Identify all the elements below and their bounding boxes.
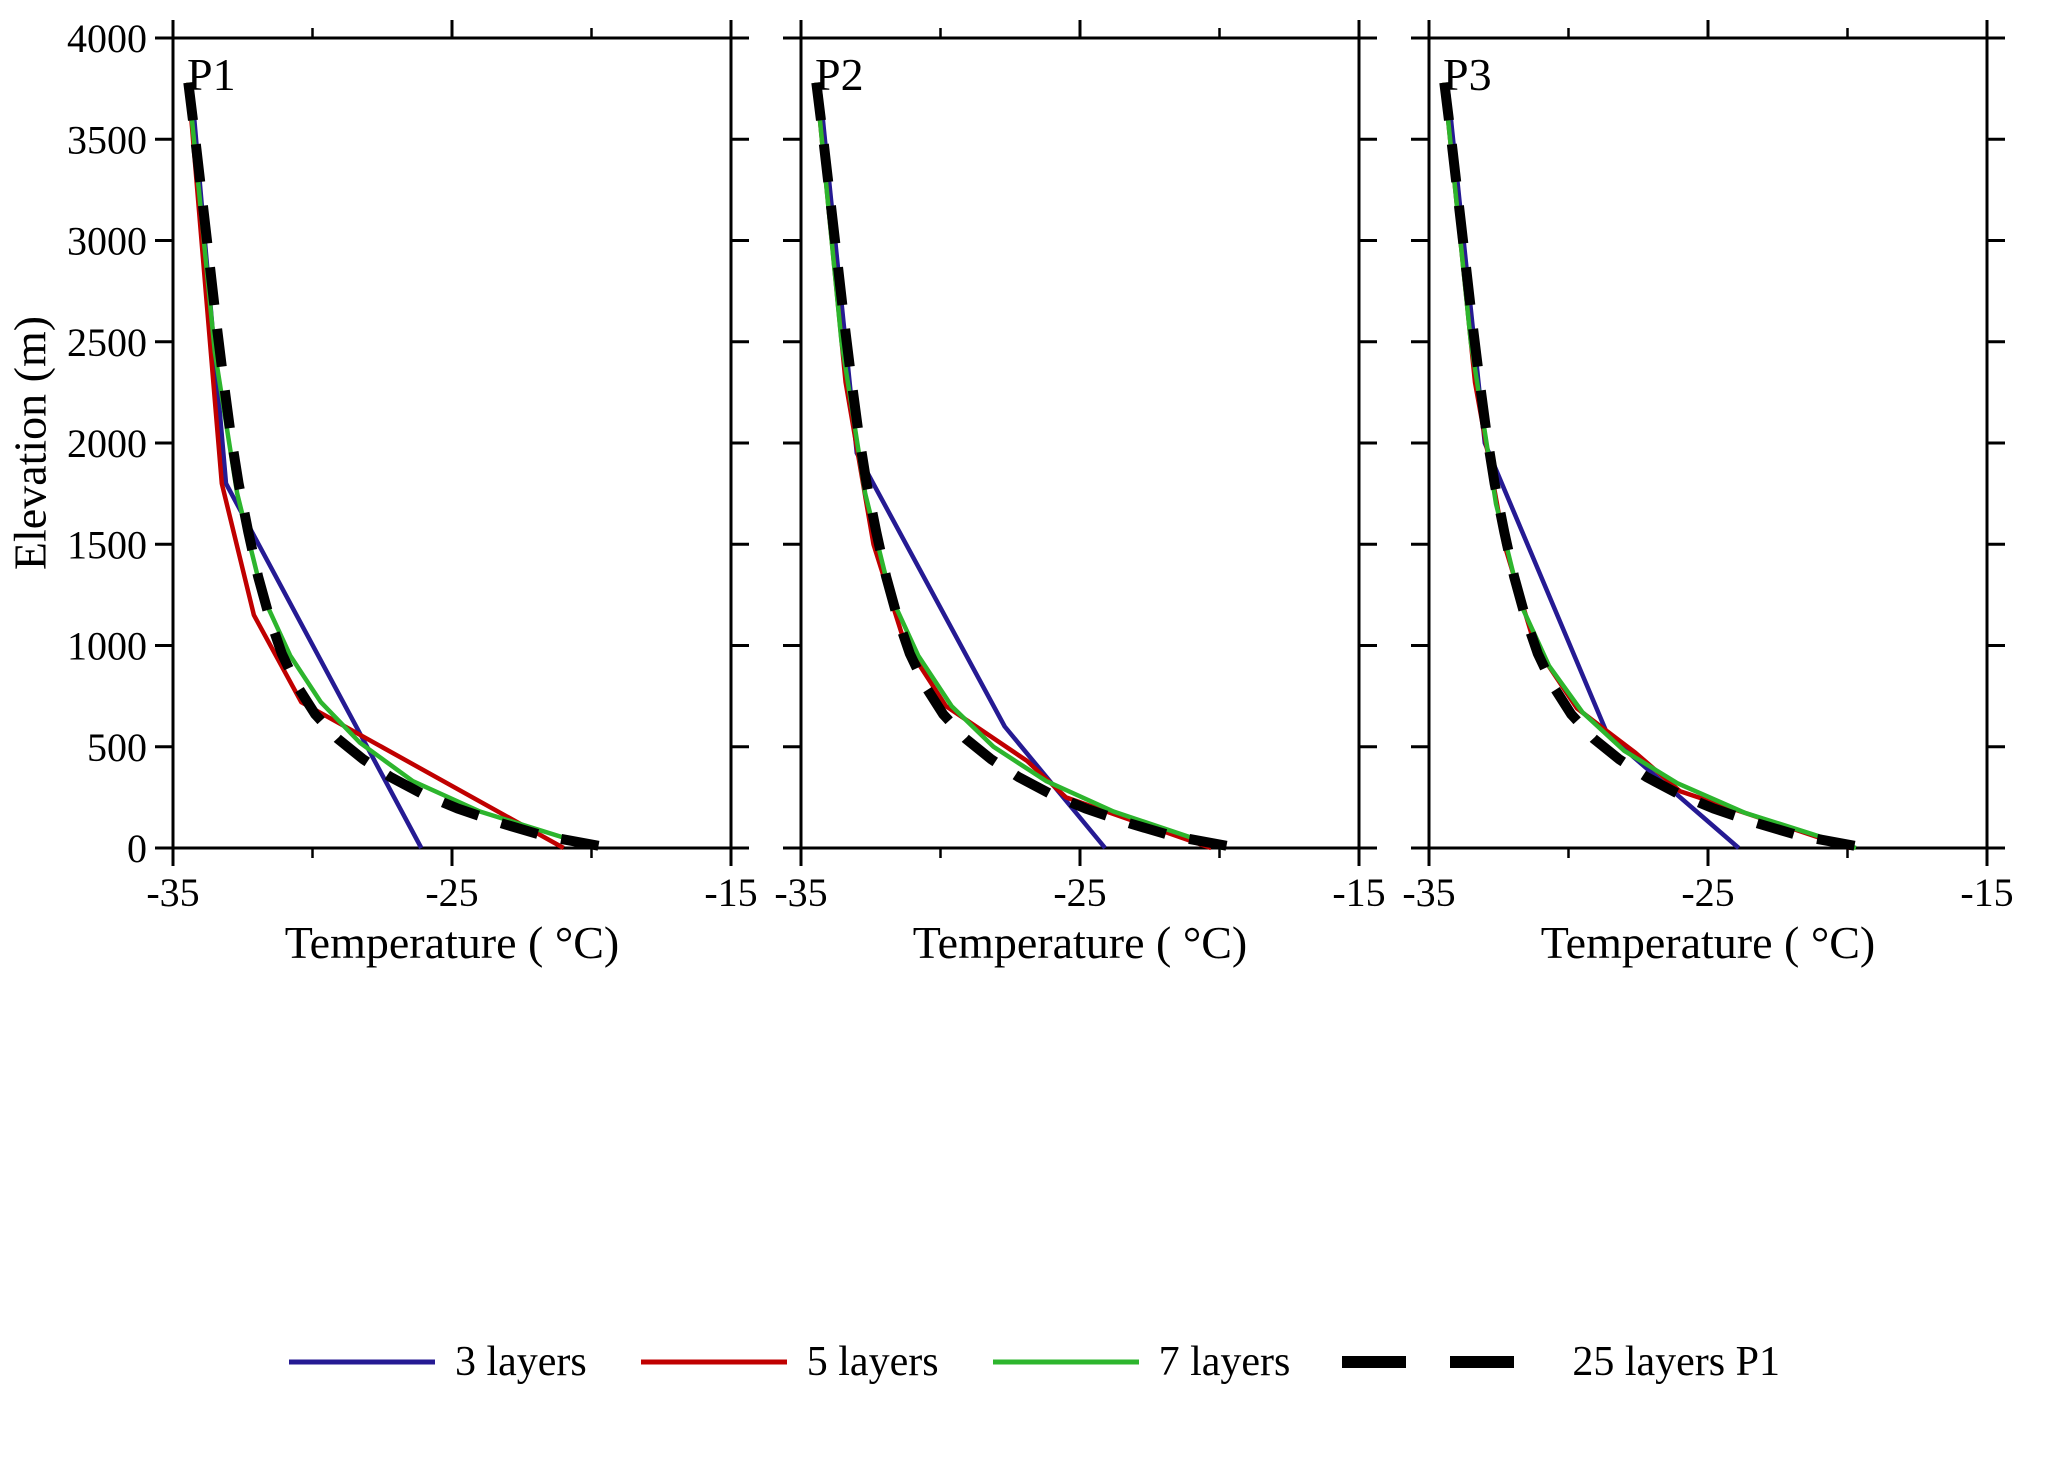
series-7-layers [814,82,1224,851]
x-axis-title-p2: Temperature ( °C) [912,917,1248,968]
legend-line-5-layers-icon [640,1359,787,1365]
x-tick-label: -25 [425,870,478,915]
x-tick-label: -25 [1681,870,1734,915]
legend-label-25-layers-p1: 25 layers P1 [1572,1339,1781,1385]
y-tick-label: 2500 [67,320,147,365]
series-5-layers [1442,82,1852,851]
panel-p2: -35 -25 -15 P2 [774,20,1386,915]
y-tick-label: 1500 [67,522,147,567]
legend-item-25-layers-p1: 25 layers P1 [1342,1338,1780,1386]
x-tick-label: -15 [1332,870,1385,915]
y-axis-title: Elevation (m) [4,315,56,571]
legend: 3 layers 5 layers 7 layers 25 layers P1 [0,1338,2067,1386]
y-tick-label: 3500 [67,117,147,162]
legend-label-7-layers: 7 layers [1158,1339,1291,1385]
series-5-layers [814,82,1212,851]
x-axis-title-p1: Temperature ( °C) [284,917,620,968]
panel-label: P1 [187,49,236,100]
y-tick-label: 3000 [67,219,147,264]
y-tick-label: 4000 [67,16,147,61]
legend-line-25-layers-icon [1342,1356,1555,1368]
legend-line-3-layers-icon [288,1359,435,1365]
panel-label: P2 [815,49,864,100]
legend-label-5-layers: 5 layers [806,1339,939,1385]
series-7-layers [186,82,598,851]
legend-line-7-layers-icon [992,1359,1139,1365]
legend-item-7-layers: 7 layers [991,1338,1291,1386]
plot-frame [799,36,1361,850]
x-tick-label: -25 [1053,870,1106,915]
series-7-layers [1442,82,1857,851]
x-tick-label: -15 [704,870,757,915]
y-tick-label: 1000 [67,624,147,669]
x-tick-label: -35 [774,870,827,915]
y-tick-label: 500 [87,725,147,770]
y-tick-label: 2000 [67,421,147,466]
x-tick-label: -35 [146,870,199,915]
series-5-layers [186,82,565,850]
series-25-layers-p1 [811,81,1240,853]
legend-label-3-layers: 3 layers [454,1339,587,1385]
x-axis-title-p3: Temperature ( °C) [1540,917,1876,968]
panel-p1: -35 -25 -15 0 500 1000 1500 2000 2500 3000 3500 400… [67,16,758,915]
legend-item-5-layers: 5 layers [639,1338,939,1386]
x-tick-label: -35 [1402,870,1455,915]
panel-label: P3 [1443,49,1492,100]
plot-frame [1427,36,1989,850]
legend-item-3-layers: 3 layers [287,1338,587,1386]
series-25-layers-p1 [1439,81,1868,853]
panel-p3: -35 -25 -15 P3 [1402,20,2014,915]
x-tick-label: -15 [1960,870,2013,915]
series-25-layers-p1 [183,81,612,853]
y-tick-label: 0 [127,826,147,871]
plot-frame [171,36,733,850]
series-3-layers [188,82,424,850]
